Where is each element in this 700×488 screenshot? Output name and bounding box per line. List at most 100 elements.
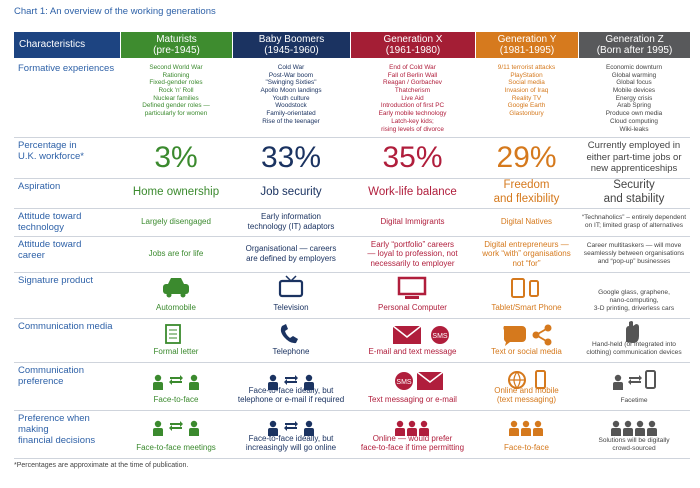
header-cell: Generation Y (1981-1995): [476, 32, 578, 58]
cell-text: Generation Y: [497, 33, 557, 45]
table-cell: Face-to-face ideally, but increasingly wi…: [234, 410, 348, 458]
cell-text: technology: [18, 221, 64, 233]
header-cell: Generation X (1961-1980): [351, 32, 475, 58]
cell-text: Nuclear families: [153, 94, 199, 102]
row-label: Communication media: [16, 318, 118, 362]
cell-text: PlayStation: [510, 71, 543, 79]
cell-text: Freedom: [503, 179, 550, 192]
table-cell: Early information technology (IT) adaptor…: [234, 208, 348, 236]
cell-text: rising levels of divorce: [381, 125, 444, 133]
cell-text: Apollo Moon landings: [260, 87, 322, 95]
cell-text: Generation X: [383, 33, 443, 45]
cell-text: Text messaging or e-mail: [368, 395, 457, 405]
cell-text: Personal Computer: [378, 303, 447, 313]
cell-text: “Technaholics” – entirely dependent: [581, 214, 687, 222]
header-cell: Maturists (pre-1945): [121, 32, 232, 58]
row-separator: [14, 137, 690, 138]
cell-text: Youth culture: [272, 94, 310, 102]
cell-text: Face-to-face: [153, 395, 199, 405]
table-cell: Facetime: [580, 362, 688, 410]
cell-text: Early “portfolio” careers: [370, 239, 455, 249]
row-label: Communication preference: [16, 362, 118, 410]
cell-text: Rationing: [162, 71, 190, 79]
cell-text: Early mobile technology: [378, 110, 447, 118]
table-cell: Online and mobile (text messaging): [477, 362, 576, 410]
table-cell: Cold War Post-War boom "Swinging Sixties" A…: [234, 60, 348, 137]
cell-text: Produce own media: [605, 110, 663, 118]
cell-text: work “with” organisations: [482, 249, 571, 259]
cell-text: Fixed-gender roles: [149, 79, 203, 87]
cell-text: and flexibility: [493, 193, 560, 205]
cell-text: Communication media: [18, 321, 113, 332]
cell-text: career: [18, 249, 45, 261]
cell-text: Career multitaskers — will move: [586, 242, 682, 250]
cell-text: Text or social media: [491, 347, 562, 357]
cell-text: Family-orientated: [266, 110, 316, 118]
cell-text: Wiki-leaks: [619, 125, 649, 133]
row-label: Preference when making financial decision…: [16, 410, 118, 458]
cell-text: Reagan / Gorbachev: [383, 79, 442, 87]
cell-text: 35%: [382, 140, 443, 174]
cell-text: (1981-1995): [499, 45, 555, 56]
cell-text: 9/11 terrorist attacks: [497, 64, 556, 71]
cell-text: Reality TV: [511, 94, 542, 102]
row-separator: [14, 458, 690, 459]
row-label: Attitude toward technology: [16, 208, 118, 236]
cell-text: Telephone: [272, 347, 310, 357]
cell-text: Television: [273, 303, 309, 313]
cell-text: (1945-1960): [264, 45, 319, 56]
cell-text: Global focus: [616, 79, 652, 87]
table-cell: Early “portfolio” careers — loyal to prof…: [352, 236, 473, 272]
title: Chart 1: An overview of the working gene…: [14, 6, 216, 17]
cell-text: Defined gender roles —: [142, 102, 210, 110]
cell-text: financial decisions: [18, 434, 96, 446]
cell-text: Currently employed in: [587, 140, 681, 152]
cell-text: new apprenticeships: [590, 163, 678, 175]
table-cell: Work-life balance: [352, 178, 473, 208]
header-cell: Baby Boomers (1945-1960): [233, 32, 350, 58]
table-cell: Home ownership: [122, 178, 230, 208]
cell-text: Solutions will be digitally: [598, 437, 670, 445]
cell-text: — loyal to profession, not: [367, 249, 458, 259]
cell-text: either part-time jobs or: [586, 151, 682, 163]
cell-text: Aspiration: [18, 181, 61, 192]
cell-text: nano-computing,: [609, 297, 659, 305]
cell-text: Communication: [18, 365, 84, 376]
cell-text: E-mail and text message: [368, 347, 457, 357]
cell-text: face-to-face if time permitting: [360, 443, 465, 453]
cell-text: U.K. workforce*: [18, 150, 84, 162]
cell-text: technology (IT) adaptors: [247, 222, 335, 231]
table-cell: Face-to-face ideally, but telephone or e-…: [234, 362, 348, 410]
cell-text: Digital Immigrants: [380, 217, 445, 227]
cell-text: are defined by employers: [246, 254, 336, 263]
row-separator: [14, 362, 690, 363]
cell-text: Economic downturn: [605, 64, 663, 71]
cell-text: clothing) communication devices: [586, 349, 682, 357]
cell-text: 3%: [154, 140, 198, 174]
cell-text: Post-War boom: [268, 71, 314, 79]
cell-text: Work-life balance: [368, 186, 457, 199]
cell-text: Google Earth: [507, 102, 546, 110]
cell-text: Invasion of Iraq: [504, 87, 549, 95]
cell-text: 29%: [496, 140, 557, 174]
header-cell: Characteristics: [14, 32, 120, 58]
cell-text: Facetime: [620, 397, 648, 405]
cell-text: not “for”: [512, 258, 541, 268]
cell-text: 33%: [260, 140, 322, 174]
table-cell: Automobile: [122, 272, 230, 318]
table-cell: Hand-held (or integrated into clothing) c…: [580, 318, 688, 362]
cell-text: End of Cold War: [389, 64, 436, 71]
cell-text: Social media: [508, 79, 545, 87]
cell-text: Woodstock: [275, 102, 307, 110]
table-cell: Largely disengaged: [122, 208, 230, 236]
table-cell: Text or social media: [477, 318, 576, 362]
table-cell: Career multitaskers — will move seamlessl…: [580, 236, 688, 272]
table-cell: Digital Immigrants: [352, 208, 473, 236]
cell-text: Google glass, graphene,: [598, 289, 670, 297]
cell-text: telephone or e-mail if required: [237, 395, 345, 405]
cell-text: (pre-1945): [153, 45, 200, 56]
cell-text: Characteristics: [19, 39, 86, 51]
table-cell: E-mail and text message: [352, 318, 473, 362]
cell-text: Face-to-face ideally, but: [248, 385, 334, 395]
